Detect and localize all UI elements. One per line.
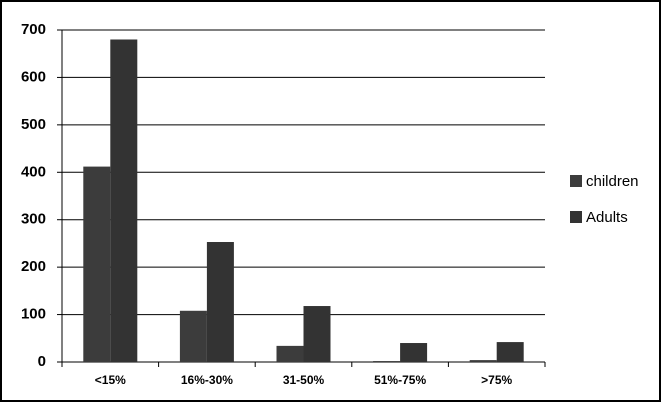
bar — [110, 39, 138, 362]
legend-label: Adults — [586, 209, 628, 226]
bar — [303, 306, 331, 362]
y-tick-label: 100 — [21, 306, 46, 323]
x-tick-label: 51%-75% — [374, 373, 426, 387]
bar — [469, 360, 497, 362]
y-tick-label: 300 — [21, 211, 46, 228]
bar — [400, 343, 428, 362]
bar — [83, 166, 111, 362]
legend-swatch — [570, 175, 582, 187]
x-tick-label: <15% — [95, 373, 126, 387]
y-tick-label: 600 — [21, 68, 46, 85]
bar — [179, 310, 207, 362]
bar — [206, 242, 234, 362]
bar — [496, 342, 524, 362]
x-tick-label: 16%-30% — [181, 373, 233, 387]
legend-label: children — [586, 173, 639, 190]
y-tick-label: 0 — [38, 353, 46, 370]
bar — [276, 345, 304, 362]
bar — [373, 361, 401, 362]
y-tick-label: 500 — [21, 116, 46, 133]
x-tick-label: 31-50% — [283, 373, 325, 387]
legend-swatch — [570, 211, 582, 223]
y-tick-label: 700 — [21, 21, 46, 38]
x-tick-label: >75% — [481, 373, 512, 387]
y-tick-label: 400 — [21, 163, 46, 180]
y-tick-label: 200 — [21, 258, 46, 275]
